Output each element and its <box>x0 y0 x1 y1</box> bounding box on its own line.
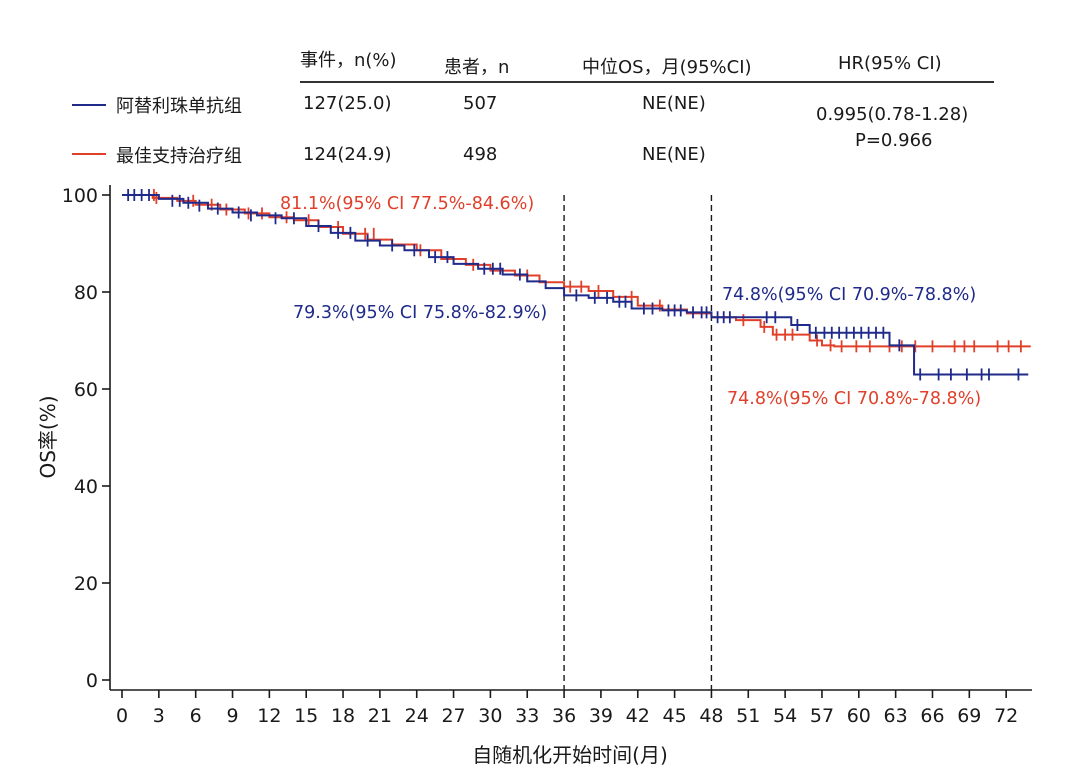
x-tick-label: 9 <box>226 705 238 727</box>
x-tick-label: 48 <box>699 705 723 727</box>
annotation-red: 81.1%(95% CI 77.5%-84.6%) <box>280 194 534 214</box>
survival-curves <box>122 189 1031 381</box>
x-tick-label: 72 <box>994 705 1018 727</box>
y-axis-title: OS率(%) <box>36 395 60 478</box>
x-tick-label: 66 <box>920 705 944 727</box>
hr-value: 0.995(0.78-1.28) <box>816 104 969 125</box>
header-hr: HR(95% CI) <box>838 53 942 74</box>
cell-events-bsc: 124(24.9) <box>303 144 392 165</box>
x-tick-label: 0 <box>116 705 128 727</box>
x-tick-label: 21 <box>368 705 392 727</box>
x-tick-label: 3 <box>153 705 165 727</box>
cell-median-os-atezolizumab: NE(NE) <box>642 93 706 114</box>
cell-median-os-bsc: NE(NE) <box>642 144 706 165</box>
y-tick-label: 80 <box>74 282 98 304</box>
km-curve-red <box>122 194 1031 348</box>
x-tick-label: 63 <box>884 705 908 727</box>
cell-patients-atezolizumab: 507 <box>463 93 498 114</box>
x-tick-label: 30 <box>478 705 502 727</box>
y-tick-label: 20 <box>74 573 98 595</box>
x-tick-label: 6 <box>190 705 202 727</box>
x-tick-label: 69 <box>957 705 981 727</box>
legend-label-atezolizumab: 阿替利珠单抗组 <box>116 96 242 117</box>
x-axis-title: 自随机化开始时间(月) <box>472 743 668 767</box>
km-curve-blue <box>122 194 1029 376</box>
x-tick-label: 51 <box>736 705 760 727</box>
legend-line-bsc <box>72 153 106 155</box>
x-tick-label: 15 <box>294 705 318 727</box>
x-tick-label: 18 <box>331 705 355 727</box>
header-patients: 患者，n <box>444 57 510 78</box>
header-rule <box>300 81 994 83</box>
x-tick-label: 57 <box>810 705 834 727</box>
x-tick-label: 60 <box>847 705 871 727</box>
x-tick-label: 12 <box>257 705 281 727</box>
y-tick-label: 100 <box>62 185 98 207</box>
header-events: 事件，n(%) <box>300 50 397 71</box>
header-median-os: 中位OS，月(95%CI) <box>582 57 752 78</box>
x-tick-label: 39 <box>589 705 613 727</box>
x-tick-label: 54 <box>773 705 797 727</box>
legend-label-bsc: 最佳支持治疗组 <box>116 146 242 167</box>
p-value: P=0.966 <box>855 130 933 151</box>
annotation-blue: 74.8%(95% CI 70.9%-78.8%) <box>722 285 976 305</box>
annotation-blue: 79.3%(95% CI 75.8%-82.9%) <box>293 303 547 323</box>
y-tick-label: 40 <box>74 476 98 498</box>
cell-patients-bsc: 498 <box>463 144 498 165</box>
x-tick-label: 24 <box>405 705 429 727</box>
legend-line-atezolizumab <box>72 104 106 106</box>
x-tick-label: 45 <box>663 705 687 727</box>
x-tick-label: 36 <box>552 705 576 727</box>
y-tick-label: 0 <box>86 670 98 692</box>
annotation-red: 74.8%(95% CI 70.8%-78.8%) <box>727 389 981 409</box>
x-tick-label: 27 <box>441 705 465 727</box>
reference-lines <box>563 195 713 690</box>
cell-events-atezolizumab: 127(25.0) <box>303 93 392 114</box>
y-tick-label: 60 <box>74 379 98 401</box>
x-tick-label: 42 <box>626 705 650 727</box>
x-tick-label: 33 <box>515 705 539 727</box>
chart-labels: 81.1%(95% CI 77.5%-84.6%) 79.3%(95% CI 75… <box>280 194 981 409</box>
